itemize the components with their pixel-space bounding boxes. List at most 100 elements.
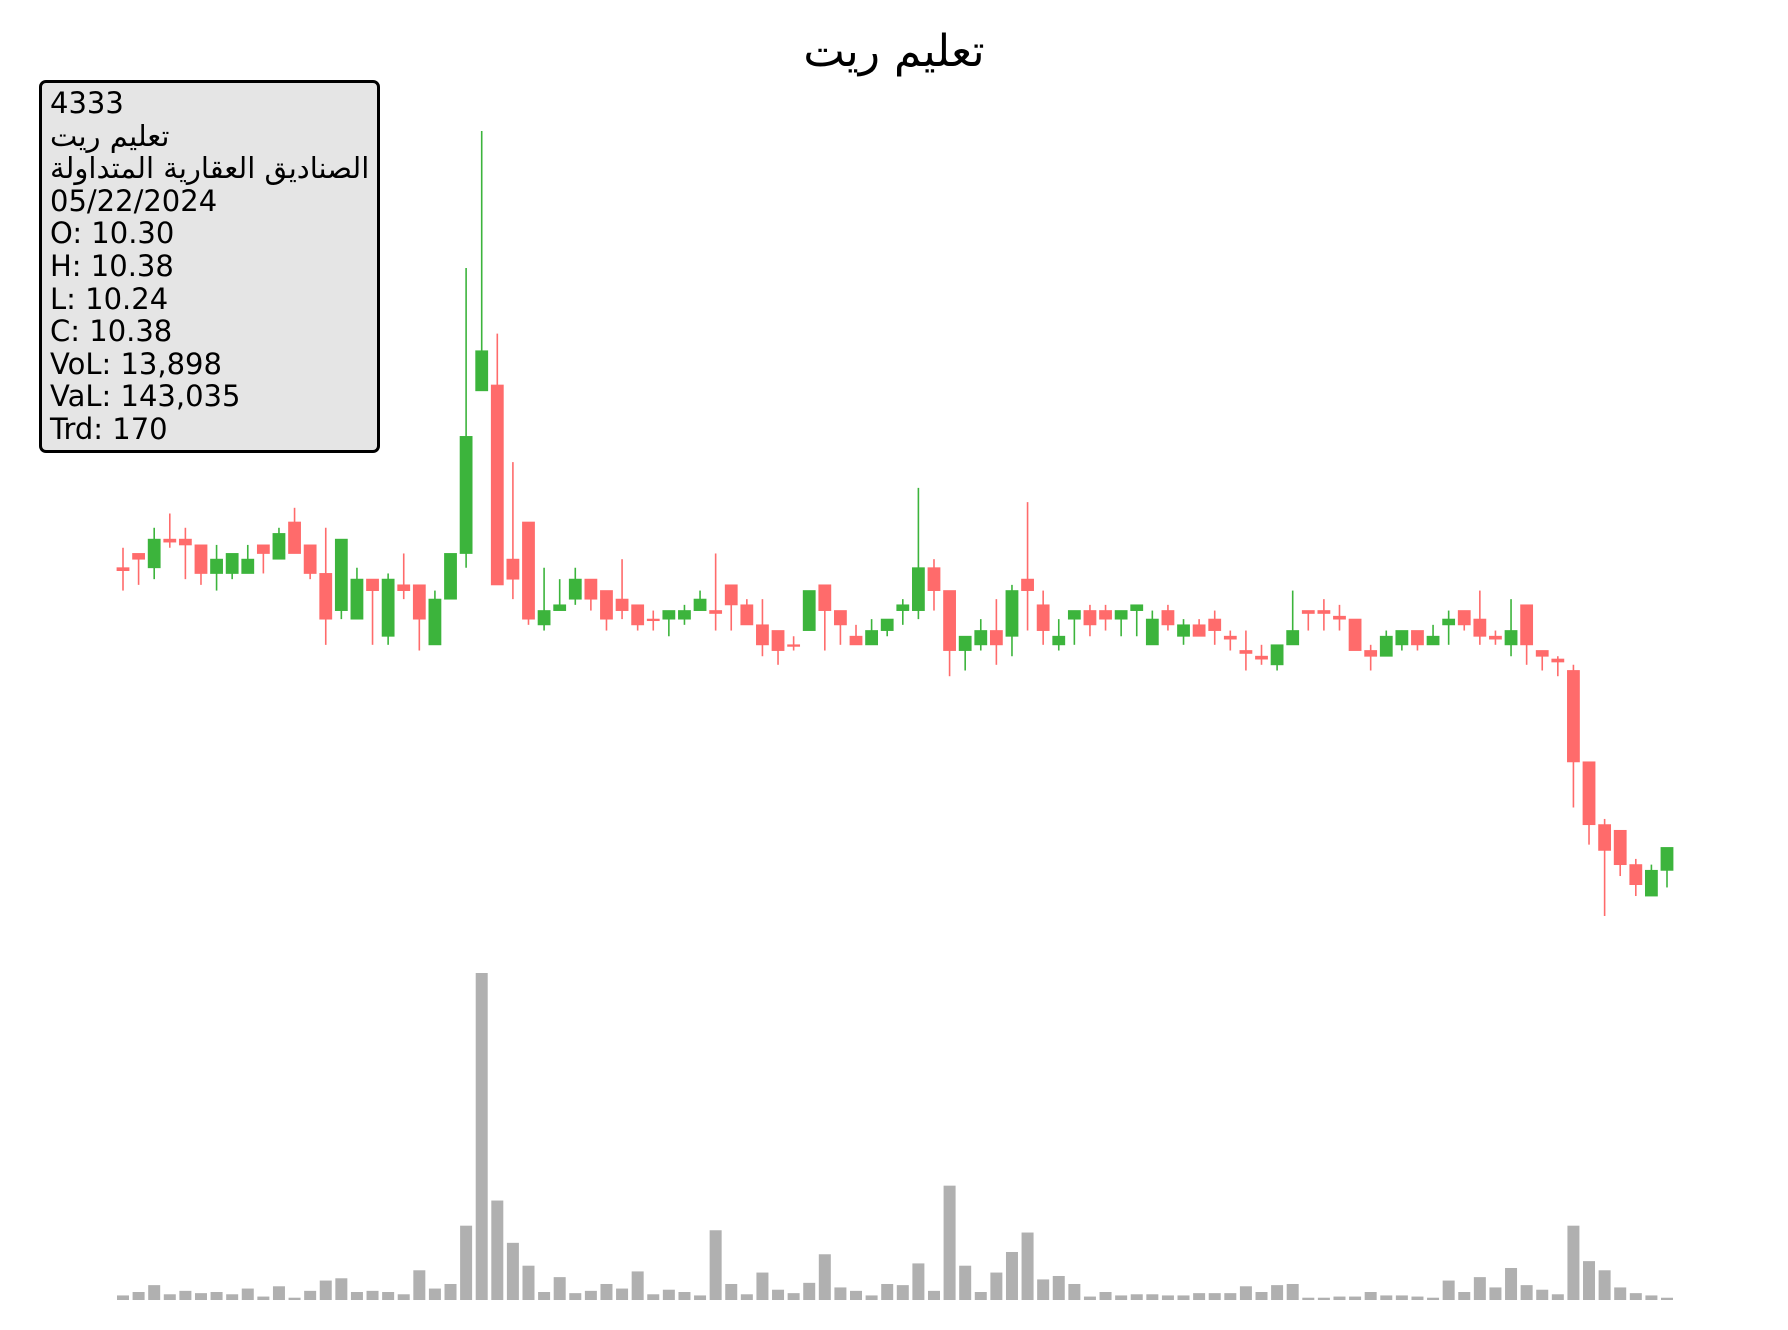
volume-bar <box>1161 1295 1174 1300</box>
candle-body <box>1208 618 1222 631</box>
candle-body <box>194 544 208 574</box>
candle-body <box>646 618 660 622</box>
volume-bar <box>725 1283 738 1300</box>
candle-body <box>584 578 598 600</box>
volume-bar <box>1193 1293 1206 1300</box>
candle-body <box>756 624 769 646</box>
candle-body <box>319 573 333 620</box>
candle-body <box>1535 650 1549 657</box>
volume-bar <box>179 1290 192 1300</box>
candle-body <box>1317 610 1331 614</box>
volume-bar <box>522 1265 535 1300</box>
volume-bar <box>413 1270 426 1300</box>
candle-body <box>444 553 457 600</box>
candle-body <box>911 567 925 611</box>
candle-body <box>693 598 707 611</box>
volume-bar <box>553 1277 566 1300</box>
info-line: VaL: 143,035 <box>50 379 241 414</box>
candle-body <box>787 644 801 647</box>
candle-body <box>288 521 301 554</box>
candle-body <box>865 630 879 646</box>
info-line: 4333 <box>50 86 124 120</box>
volume-bar <box>1380 1295 1393 1300</box>
candle-body <box>1036 604 1050 631</box>
volume-bar <box>1364 1291 1377 1300</box>
candle-body <box>1645 869 1658 897</box>
volume-bar <box>584 1290 597 1300</box>
volume-bar <box>1395 1295 1408 1300</box>
candle-body <box>397 584 411 591</box>
volume-bar <box>194 1293 207 1300</box>
volume-bar <box>304 1290 317 1300</box>
volume-bar <box>678 1291 691 1300</box>
volume-bar <box>803 1282 816 1300</box>
volume-bar <box>616 1288 629 1300</box>
volume-bar <box>335 1278 348 1300</box>
candle-body <box>662 610 676 620</box>
candle-body <box>272 533 286 560</box>
candle-body <box>1379 635 1393 657</box>
candle-body <box>553 604 567 611</box>
candle-body <box>740 604 754 626</box>
candle-body <box>132 553 145 560</box>
volume-bar <box>1629 1293 1642 1300</box>
candle-body <box>1255 655 1268 660</box>
candle-body <box>1457 610 1471 626</box>
volume-bar <box>163 1294 176 1300</box>
volume-bar <box>475 973 488 1300</box>
candle-body <box>1442 618 1456 626</box>
candle-body <box>1286 630 1300 646</box>
volume-bar <box>943 1185 956 1300</box>
candle-body <box>428 598 442 646</box>
volume-bar <box>257 1296 270 1300</box>
volume-bar <box>990 1272 1003 1300</box>
info-line: Trd: 170 <box>50 411 168 446</box>
volume-bar <box>1317 1297 1330 1300</box>
volume-bar <box>241 1288 254 1300</box>
volume-bar <box>272 1286 285 1300</box>
volume-bar <box>366 1290 379 1300</box>
candle-body <box>256 544 270 554</box>
candle-body <box>1052 635 1066 646</box>
volume-bar <box>1037 1279 1050 1300</box>
candle-body <box>1145 618 1159 646</box>
candle-body <box>412 584 426 620</box>
candle-body <box>381 578 395 637</box>
candle-body <box>974 630 988 646</box>
volume-bar <box>1442 1280 1455 1300</box>
volume-bar <box>569 1293 582 1300</box>
candle-body <box>1660 847 1674 871</box>
candle-body <box>600 590 613 620</box>
volume-bar <box>132 1291 145 1300</box>
volume-bar <box>974 1291 987 1300</box>
volume-bar <box>1146 1294 1159 1300</box>
candle-body <box>1489 635 1502 640</box>
candle-body <box>1301 610 1315 614</box>
volume-bar <box>709 1230 722 1300</box>
candle-body <box>1192 624 1206 637</box>
candle-body <box>303 544 317 574</box>
candle-body <box>631 604 645 626</box>
candle-body <box>568 578 582 600</box>
candle-body <box>1270 644 1284 666</box>
volume-bar <box>1567 1225 1580 1300</box>
info-line: 05/22/2024 <box>50 183 218 218</box>
volume-bar <box>1255 1291 1268 1300</box>
candle-body <box>147 538 161 569</box>
info-line: O: 10.30 <box>50 216 175 251</box>
volume-bar <box>662 1289 675 1300</box>
candle-body <box>1473 618 1487 637</box>
volume-bar <box>1239 1286 1252 1300</box>
volume-bar <box>1021 1232 1034 1300</box>
volume-bar <box>1224 1293 1237 1300</box>
candle-body <box>366 578 379 591</box>
volume-bar <box>319 1280 332 1300</box>
candle-body <box>350 578 364 620</box>
candle-body <box>1395 630 1409 646</box>
info-line: L: 10.24 <box>50 281 169 316</box>
candle-body <box>1582 761 1596 826</box>
volume-bar <box>428 1288 441 1300</box>
candle-body <box>678 610 691 620</box>
